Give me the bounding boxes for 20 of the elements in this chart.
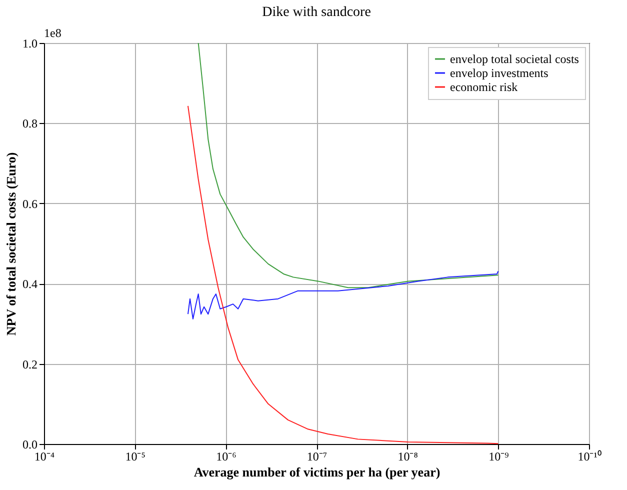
- y-tick-label: 0.6: [22, 196, 38, 211]
- chart-title: Dike with sandcore: [262, 5, 371, 20]
- y-axis-title: NPV of total societal costs (Euro): [4, 152, 18, 336]
- x-tick-label: 10⁻⁷: [306, 450, 328, 464]
- x-tick-label: 10⁻⁵: [125, 450, 146, 464]
- legend-label: economic risk: [450, 80, 518, 94]
- x-tick-label: 10⁻⁶: [216, 450, 236, 464]
- y-tick-label: 0.8: [22, 116, 38, 131]
- legend-label: envelop investments: [450, 66, 549, 80]
- x-tick-label: 10⁻⁸: [398, 450, 418, 464]
- text: 1e8: [44, 26, 62, 40]
- x-tick-label: 10⁻⁹: [488, 450, 509, 464]
- y-tick-label: 0.0: [22, 438, 38, 452]
- y-tick-label: 1.0: [22, 36, 38, 50]
- x-axis-title: Average number of victims per ha (per year): [194, 464, 440, 480]
- y-tick-label: 0.2: [22, 357, 38, 372]
- x-tick-label: 10⁻⁴: [34, 450, 55, 464]
- legend-label: envelop total societal costs: [450, 52, 580, 66]
- y-tick-label: 0.4: [22, 277, 38, 292]
- x-tick-label: 10⁻¹⁰: [578, 450, 602, 464]
